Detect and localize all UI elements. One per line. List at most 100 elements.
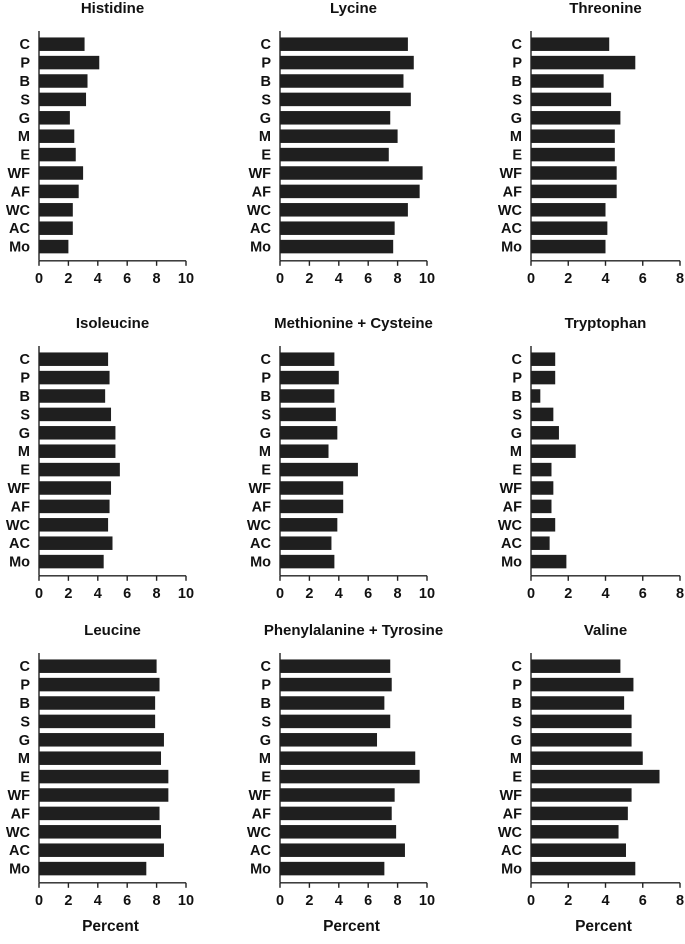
bar-af	[39, 499, 110, 514]
category-label: Mo	[9, 862, 30, 878]
bar-wc	[280, 518, 338, 532]
x-tick-label: 2	[305, 586, 313, 602]
category-label: S	[20, 92, 30, 108]
panel-title: Threonine	[569, 0, 642, 17]
x-tick-label: 6	[364, 271, 372, 287]
bar-mo	[280, 554, 335, 569]
bar-c	[531, 659, 621, 673]
category-label: Mo	[250, 555, 271, 571]
bar-m	[280, 444, 329, 458]
bar-s	[39, 92, 87, 107]
bar-af	[531, 806, 628, 821]
x-tick-label: 10	[419, 271, 435, 287]
category-label: G	[260, 733, 271, 749]
bar-b	[531, 696, 625, 710]
category-label: AC	[501, 536, 522, 552]
category-label: C	[261, 37, 272, 53]
category-label: WC	[247, 825, 272, 841]
bar-c	[39, 37, 85, 51]
bar-e	[531, 462, 552, 477]
x-axis-label: Percent	[575, 918, 632, 935]
category-label: WF	[7, 481, 30, 497]
bar-m	[280, 129, 398, 143]
x-tick-label: 2	[305, 271, 313, 287]
category-label: C	[261, 659, 272, 675]
bar-g	[280, 111, 391, 125]
bar-mo	[531, 239, 606, 254]
category-label: G	[511, 426, 522, 442]
x-tick-label: 8	[394, 271, 402, 287]
category-label: B	[20, 389, 30, 405]
bar-s	[39, 407, 112, 422]
category-label: M	[510, 129, 522, 145]
bar-g	[39, 426, 116, 440]
x-tick-label: 2	[564, 893, 572, 909]
category-label: P	[261, 678, 271, 694]
category-label: AC	[250, 843, 271, 859]
bar-c	[280, 352, 335, 366]
category-label: E	[512, 148, 522, 164]
x-tick-label: 8	[676, 271, 684, 287]
bar-af	[280, 806, 392, 821]
category-label: S	[512, 407, 522, 423]
bar-p	[280, 677, 392, 692]
category-label: AF	[11, 806, 30, 822]
bar-wf	[280, 788, 395, 802]
category-label: M	[18, 751, 30, 767]
category-label: B	[512, 74, 522, 90]
bar-c	[280, 37, 408, 51]
category-label: Mo	[9, 555, 30, 571]
category-label: P	[512, 371, 522, 387]
category-label: M	[259, 129, 271, 145]
category-label: B	[261, 696, 271, 712]
x-tick-label: 6	[364, 893, 372, 909]
x-tick-label: 6	[639, 586, 647, 602]
category-label: B	[512, 389, 522, 405]
x-tick-label: 10	[178, 586, 194, 602]
bar-wc	[280, 825, 397, 839]
category-label: AF	[252, 499, 271, 515]
x-tick-label: 0	[276, 271, 284, 287]
x-tick-label: 2	[305, 893, 313, 909]
bar-wc	[531, 518, 556, 532]
x-tick-label: 8	[153, 271, 161, 287]
bar-b	[39, 74, 88, 88]
bar-b	[280, 696, 385, 710]
panel-title: Leucine	[84, 622, 141, 639]
category-label: P	[512, 678, 522, 694]
panel-title: Phenylalanine + Tyrosine	[264, 622, 443, 639]
x-tick-label: 2	[64, 586, 72, 602]
bar-mo	[531, 554, 567, 569]
category-label: E	[261, 148, 271, 164]
x-tick-label: 8	[676, 586, 684, 602]
category-label: G	[511, 111, 522, 127]
bar-c	[280, 659, 391, 673]
x-tick-label: 0	[35, 893, 43, 909]
bar-m	[531, 751, 643, 765]
category-label: B	[20, 696, 30, 712]
bar-wc	[531, 825, 619, 839]
x-tick-label: 8	[394, 586, 402, 602]
x-tick-label: 8	[676, 893, 684, 909]
bar-m	[531, 444, 576, 458]
category-label: E	[261, 770, 271, 786]
category-label: B	[261, 74, 271, 90]
bar-mo	[39, 861, 147, 876]
bar-g	[39, 733, 164, 747]
bar-c	[531, 352, 556, 366]
bar-ac	[531, 536, 550, 550]
x-tick-label: 0	[276, 586, 284, 602]
bar-p	[531, 55, 636, 70]
category-label: WC	[6, 518, 31, 534]
category-label: C	[20, 37, 31, 53]
bar-wf	[280, 166, 423, 180]
bar-s	[280, 407, 336, 422]
x-tick-label: 8	[153, 586, 161, 602]
bar-p	[531, 370, 556, 385]
bar-e	[280, 147, 389, 162]
x-tick-label: 0	[527, 586, 535, 602]
bar-s	[280, 92, 411, 107]
